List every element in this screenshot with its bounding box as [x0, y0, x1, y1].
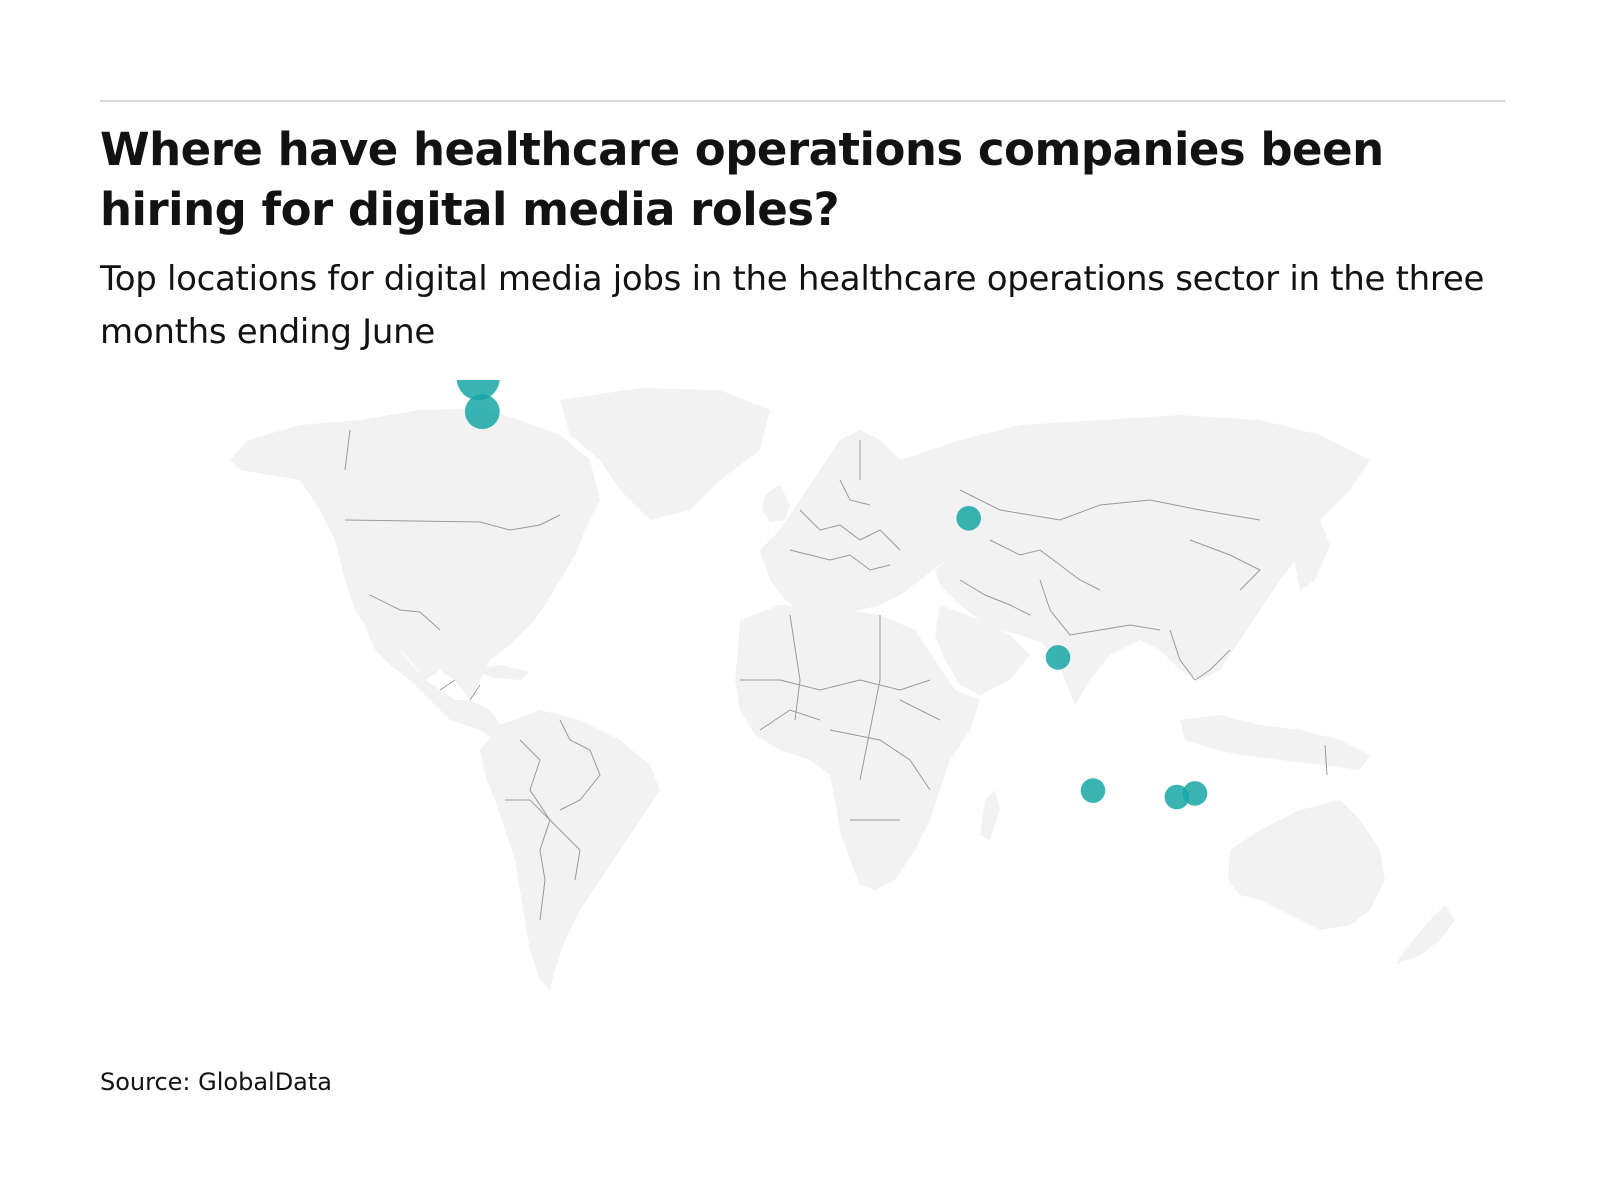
land-layer: [230, 388, 1455, 990]
location-bubble-singapore[interactable]: [1045, 645, 1071, 670]
land-europe: [760, 430, 970, 615]
border-asia-3: [1039, 579, 1161, 636]
land-arabia: [935, 605, 1030, 695]
land-central-america: [365, 625, 510, 740]
border-europe-1: [799, 509, 901, 551]
top-divider: [100, 100, 1505, 102]
border-asia-1: [959, 489, 1261, 521]
border-new-guinea: [1324, 744, 1328, 776]
location-bubble-mumbai[interactable]: [956, 506, 981, 531]
border-central-america: [439, 679, 481, 701]
chart-subtitle: Top locations for digital media jobs in …: [100, 259, 1485, 352]
location-bubble-perth[interactable]: [1080, 778, 1106, 803]
location-bubble-dallas[interactable]: [456, 380, 500, 401]
location-bubble-sydney[interactable]: [1182, 781, 1208, 806]
border-south-america-2: [559, 719, 601, 811]
land-asia: [900, 415, 1370, 705]
bubble-layer: [456, 380, 1208, 810]
land-madagascar: [980, 790, 1000, 840]
land-caribbean: [470, 665, 530, 680]
border-us-mexico: [369, 594, 441, 631]
land-australia: [1228, 800, 1385, 930]
land-north-america: [230, 408, 600, 700]
border-asia-6: [1189, 539, 1261, 591]
location-bubble-houston[interactable]: [464, 394, 500, 430]
land-se-asia-islands: [1180, 715, 1370, 770]
border-europe-2: [789, 549, 891, 571]
border-africa-3: [829, 729, 931, 821]
land-africa: [735, 605, 980, 890]
border-us-canada: [344, 514, 561, 531]
border-europe-3: [839, 440, 871, 506]
border-south-america-3: [505, 799, 581, 881]
border-asia-4: [1169, 629, 1231, 681]
border-layer: [344, 429, 1328, 921]
land-new-zealand: [1395, 905, 1455, 965]
land-south-america: [480, 710, 660, 990]
chart-title: Where have healthcare operations compani…: [100, 123, 1384, 236]
border-africa-4: [759, 699, 941, 731]
border-asia-2: [989, 539, 1101, 591]
world-map-svg: [230, 380, 1455, 990]
source-note: Source: GlobalData: [100, 1068, 333, 1096]
border-africa-2: [789, 614, 881, 781]
land-greenland: [560, 388, 770, 520]
land-uk: [762, 485, 790, 522]
border-africa-1: [740, 679, 931, 691]
world-map: [0, 380, 1600, 1020]
land-japan: [1295, 520, 1330, 590]
border-asia-5: [959, 579, 1031, 616]
border-alaska: [344, 429, 351, 471]
